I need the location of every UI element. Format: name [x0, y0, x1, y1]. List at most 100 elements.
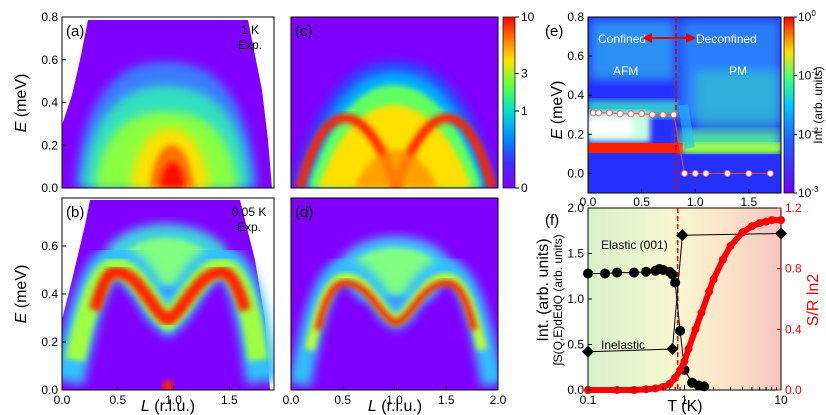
colorbar-cd-tick-label: 1	[521, 104, 528, 118]
panel-f-ytick-label: 1.0	[567, 292, 584, 306]
panel-e-xtick-label: 0.0	[580, 195, 597, 209]
panel-f-axes: 0.0 0.5 1.0 1.5 2.0 0.0 0.4 0.8 1.2 0.1 1 10	[567, 201, 802, 407]
colorbar-cd-tick-label: 3	[521, 66, 528, 80]
panel-a-annot-temp: 1 K	[241, 23, 259, 37]
panel-f-y2tick-label: 0.8	[785, 262, 802, 276]
panel-b-annot-temp: 0.05 K	[232, 205, 267, 219]
colorbar-cd-tick-label: 10	[521, 10, 535, 24]
panel-f-ytick-label: 0.5	[567, 338, 584, 352]
panel-f-label-inelastic: Inelastic	[601, 338, 645, 352]
panel-e-region-afm: AFM	[613, 64, 638, 78]
panel-f-inelastic-point	[582, 345, 594, 358]
panel-f-label: (f)	[545, 212, 559, 229]
panel-e-gap-series	[589, 109, 774, 177]
panel-e: (e) Confined Deconfined AFM PM 0.0 0.2 0.4…	[545, 9, 825, 209]
panel-b-xlabel: L (r.l.u.)	[141, 398, 195, 415]
panel-e-gap-point	[723, 169, 731, 177]
panel-f-xtick-label: 0.1	[580, 393, 597, 407]
panel-b-xtick-label: 0.5	[109, 393, 126, 407]
panel-a-ytick-label: 0.0	[41, 181, 58, 195]
panel-e-xtick-label: 0.5	[633, 195, 650, 209]
panel-d-xlabel: L (r.l.u.)	[368, 398, 422, 415]
panel-e-region-pm: PM	[729, 64, 747, 78]
panel-e-xtick-label: 1.0	[687, 195, 704, 209]
panel-b-xtick-label: 0.0	[54, 393, 71, 407]
panel-e-region-deconfined: Deconfined	[696, 32, 757, 46]
panel-f-xtick-label: 1	[681, 393, 688, 407]
panel-a-ylabel: E (meV)	[13, 74, 30, 133]
panel-e-gap-point	[670, 111, 678, 119]
panel-a-yaxis: 0.0 0.2 0.4 0.6 0.8	[41, 10, 66, 195]
panel-e-gap-point	[745, 169, 753, 177]
panel-b-ytick-label: 0.4	[41, 287, 58, 301]
panel-a-annot-exp: Exp.	[238, 38, 262, 52]
panel-d-xtick-label: 0.0	[283, 393, 300, 407]
panel-a-ytick-label: 0.8	[41, 10, 58, 24]
panel-e-ytick-label: 0.8	[567, 10, 584, 24]
panel-f-ytick-label: 0.0	[567, 383, 584, 397]
panel-e-gap-point	[638, 110, 646, 118]
panel-b-yaxis: 0.0 0.2 0.4 0.6	[41, 239, 66, 397]
colorbar-e-tick-label: 100	[798, 9, 816, 24]
panel-d-xtick-label: 0.5	[334, 393, 351, 407]
panel-b-band-core	[89, 265, 251, 327]
panel-f-elastic-point	[699, 381, 710, 392]
panel-f-y2tick-label: 1.2	[785, 201, 802, 215]
panel-f-entropy-line	[585, 217, 784, 393]
panel-f-xtick-label: 10	[774, 393, 788, 407]
panel-c: (c)	[290, 16, 499, 189]
panel-f-label-elastic: Elastic (001)	[601, 238, 668, 252]
panel-e-gap-point	[766, 169, 774, 177]
panel-f-diamond-line	[587, 232, 782, 353]
panel-f: 0.0 0.5 1.0 1.5 2.0 0.0 0.4 0.8 1.2 0.1 1 10 (f) El…	[545, 201, 822, 415]
panel-f-series	[582, 216, 787, 394]
panel-b-annot-exp: Exp.	[237, 220, 261, 234]
panel-f-inelastic-point	[775, 227, 787, 240]
panel-a-ytick-label: 0.6	[41, 53, 58, 67]
panel-f-elastic-point	[612, 267, 623, 278]
panel-f-y2tick-label: 0.0	[785, 383, 802, 397]
panel-d: (d) 0.0 0.5 1.0 1.5 2.0	[283, 197, 507, 407]
arrow-left-icon	[642, 33, 652, 43]
panel-e-ytick-label: 0.0	[567, 166, 584, 180]
colorbar-cd-label: Int. (arb. units)	[535, 238, 552, 341]
colorbar-cd-ticks: 0 1 3 10	[515, 10, 535, 195]
panel-e-elastic-band	[588, 143, 683, 153]
panel-f-elastic-point	[629, 267, 640, 278]
panel-e-gap-point	[595, 109, 603, 117]
panel-f-y2tick-label: 0.4	[785, 322, 802, 336]
panel-e-ytick-label: 0.6	[567, 49, 584, 63]
panel-b-ylabel: E (meV)	[13, 265, 30, 324]
panel-e-region-confined: Confined	[598, 32, 646, 46]
panel-f-elastic-point	[675, 325, 686, 336]
colorbar-e-tick-label: 10-3	[798, 185, 819, 200]
panel-e-gap-point	[627, 110, 635, 118]
panel-e-gap-point	[681, 169, 688, 177]
panel-e-gap-point	[605, 109, 613, 117]
panel-b-xtick-label: 1.0	[165, 393, 182, 407]
panel-d-xaxis: 0.0 0.5 1.0 1.5 2.0	[283, 386, 507, 407]
panel-e-gap-point	[659, 111, 667, 119]
panel-e-gap-point	[616, 110, 624, 118]
colorbar-e	[783, 16, 795, 194]
colorbar-cd: 0 1 3 10 Int. (arb. units)	[502, 10, 552, 342]
panel-d-band-core	[315, 279, 477, 331]
panel-c-label: (c)	[295, 23, 313, 40]
panel-e-ytick-label: 0.2	[567, 127, 584, 141]
panel-b-xaxis: 0.0 0.5 1.0 1.5	[54, 386, 238, 407]
panel-a-ytick-label: 0.2	[41, 138, 58, 152]
panel-f-elastic-point	[667, 269, 678, 280]
panel-a-label: (a)	[66, 23, 84, 40]
panel-b-ytick-label: 0.6	[41, 239, 58, 253]
panel-d-xtick-label: 1.5	[438, 393, 455, 407]
panel-a-ytick-label: 0.4	[41, 96, 58, 110]
panel-e-xtick-label: 1.5	[740, 195, 757, 209]
panel-b-label: (b)	[66, 204, 84, 221]
panel-e-gap-point	[702, 169, 710, 177]
panel-b-xtick-label: 1.5	[221, 393, 238, 407]
panel-e-gap-point	[691, 169, 699, 177]
panel-b: (b) 0.05 K Exp. 0.0 0.2 0.4 0.6 0.0 0.5 1.0 1.…	[41, 197, 275, 407]
panel-e-gap-point	[648, 111, 656, 119]
panel-b-ytick-label: 0.0	[41, 383, 58, 397]
